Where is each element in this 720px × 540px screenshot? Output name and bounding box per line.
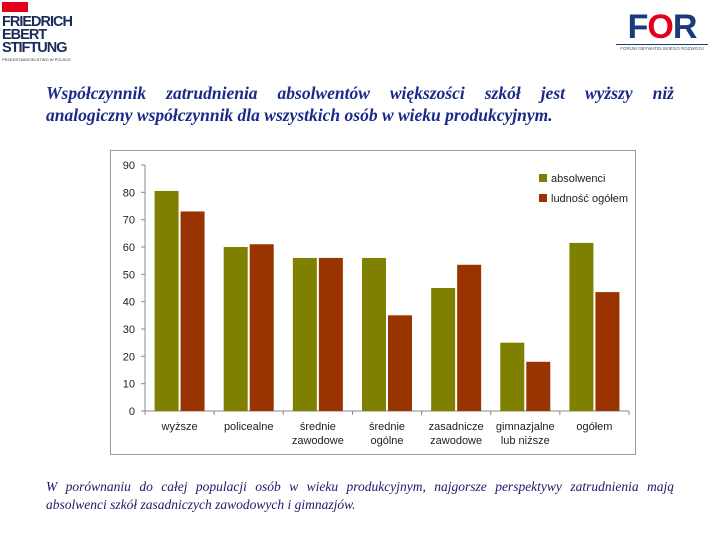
x-category-label: zawodowe: [430, 435, 482, 447]
x-category-label: zasadnicze: [429, 421, 484, 433]
bar-absolwenci: [292, 257, 317, 411]
slide-title-line-2: analogiczny współczynnik dla wszystkich …: [46, 105, 553, 125]
y-tick-label: 0: [129, 406, 135, 418]
bar-absolwenci: [154, 190, 179, 411]
bar-ludnosc-ogolem: [249, 244, 274, 411]
x-category-label: gimnazjalne: [496, 421, 555, 433]
bar-absolwenci: [362, 257, 386, 411]
x-category-label: lub niższe: [501, 435, 550, 447]
legend-swatch: [539, 174, 547, 182]
bar-ludnosc-ogolem: [457, 264, 482, 411]
slide-footer-note: W porównaniu do całej populacji osób w w…: [46, 479, 674, 512]
bar-ludnosc-ogolem: [526, 361, 551, 411]
bar-absolwenci: [223, 247, 248, 411]
chart-frame: 0 10 20 30 40 50 60 70 80 90 wyższe policealne średn…: [110, 150, 636, 455]
x-category-label: ogólne: [370, 435, 403, 447]
bar-absolwenci: [431, 288, 456, 411]
y-tick-label: 80: [123, 187, 135, 199]
for-logo-tagline: FORUM OBYWATELSKIEGO ROZWOJU: [616, 44, 708, 51]
bar-ludnosc-ogolem: [595, 292, 620, 411]
legend-label: ludność ogółem: [551, 193, 628, 205]
y-tick-label: 40: [123, 297, 135, 309]
logo-red-bar: [2, 2, 28, 12]
bar-ludnosc-ogolem: [180, 211, 205, 411]
fes-logo-line-2: EBERT: [2, 27, 47, 43]
fes-logo-tagline: PRZEDSTAWICIELSTWO W POLSCE: [2, 57, 71, 62]
friedrich-ebert-stiftung-logo: FRIEDRICH EBERT STIFTUNG PRZEDSTAWICIELS…: [2, 2, 74, 63]
fes-logo-line-1: FRIEDRICH: [2, 14, 73, 30]
bar-ludnosc-ogolem: [318, 257, 343, 411]
y-tick-label: 10: [123, 379, 135, 391]
x-category-label: policealne: [224, 421, 274, 433]
bar-ludnosc-ogolem: [388, 315, 412, 411]
y-tick-label: 50: [123, 269, 135, 281]
slide-title: Współczynnik zatrudnienia absolwentów wi…: [46, 82, 674, 126]
y-tick-label: 70: [123, 215, 135, 227]
slide-title-line-1: Współczynnik zatrudnienia absolwentów wi…: [46, 83, 674, 103]
x-category-label: ogółem: [576, 421, 612, 433]
legend-swatch: [539, 194, 547, 202]
x-category-label: wyższe: [161, 421, 198, 433]
y-tick-label: 60: [123, 242, 135, 254]
x-category-label: zawodowe: [292, 435, 344, 447]
fes-logo-line-3: STIFTUNG: [2, 40, 68, 56]
employment-rate-bar-chart: 0 10 20 30 40 50 60 70 80 90 wyższe policealne średn…: [123, 160, 630, 447]
y-tick-label: 30: [123, 324, 135, 336]
legend-label: absolwenci: [551, 173, 605, 185]
x-category-label: średnie: [369, 421, 405, 433]
bar-absolwenci: [569, 242, 594, 411]
y-tick-label: 90: [123, 160, 135, 172]
bar-absolwenci: [500, 342, 525, 411]
x-category-label: średnie: [300, 421, 336, 433]
for-logo-text: FOR: [627, 8, 698, 46]
y-tick-label: 20: [123, 351, 135, 363]
for-logo: FOR FORUM OBYWATELSKIEGO ROZWOJU: [616, 10, 708, 51]
